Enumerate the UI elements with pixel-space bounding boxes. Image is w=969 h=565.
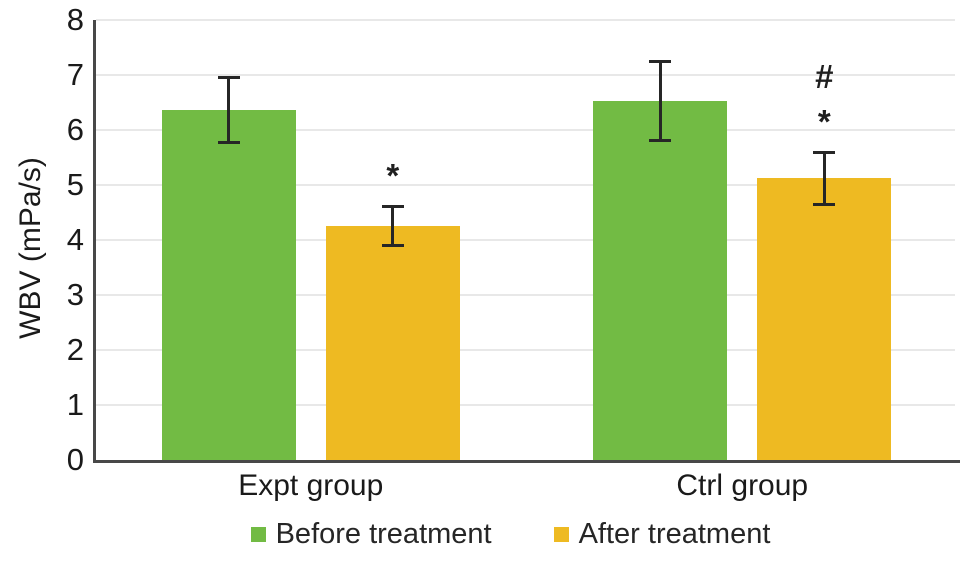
significance-asterisk: *: [817, 103, 831, 140]
y-tick-6: 6: [66, 112, 84, 147]
x-category-expt: Expt group: [238, 469, 384, 502]
legend-label-after: After treatment: [578, 518, 771, 550]
x-category-ctrl: Ctrl group: [676, 469, 809, 502]
bar-ctrl-before: [593, 100, 728, 460]
error-bar-0-1-cap-bottom: [381, 243, 404, 247]
y-tick-5: 5: [66, 167, 84, 202]
legend-item-before: Before treatment: [250, 518, 492, 551]
error-bar-1-0-cap-bottom: [649, 139, 672, 142]
significance-asterisk: *: [386, 156, 400, 194]
legend-item-after: After treatment: [553, 518, 771, 551]
error-bar-1-1-cap-bottom: [813, 202, 836, 206]
y-tick-8: 8: [66, 2, 84, 37]
gridline-8: [96, 19, 955, 21]
y-tick-4: 4: [66, 222, 84, 257]
gridline-2: [96, 349, 955, 351]
gridline-5: [96, 184, 955, 186]
legend-swatch-after: [553, 527, 569, 542]
gridline-7: [96, 74, 955, 76]
error-bar-0-0-stem: [227, 76, 231, 143]
error-bar-0-0-cap-top: [217, 75, 240, 79]
y-tick-3: 3: [66, 277, 84, 312]
bar-ctrl-after: [757, 178, 892, 460]
error-bar-1-0-stem: [658, 60, 662, 141]
y-tick-2: 2: [66, 332, 84, 367]
gridline-3: [96, 294, 955, 296]
y-tick-0: 0: [66, 442, 84, 477]
gridline-4: [96, 239, 955, 241]
error-bar-0-0-cap-bottom: [217, 140, 240, 144]
y-tick-1: 1: [66, 387, 84, 422]
legend-swatch-before: [250, 527, 266, 542]
x-axis-line: [93, 460, 960, 463]
legend-label-before: Before treatment: [275, 518, 492, 550]
error-bar-0-1-stem: [391, 205, 395, 246]
bar-expt-after: [325, 225, 460, 460]
y-axis-line: [93, 20, 96, 463]
error-bar-0-1-cap-top: [381, 204, 404, 208]
gridline-6: [96, 129, 955, 131]
legend: Before treatment After treatment: [26, 518, 969, 551]
significance-hash: #: [815, 58, 834, 95]
error-bar-1-1-cap-top: [813, 151, 836, 154]
error-bar-1-0-cap-top: [649, 59, 672, 63]
error-bar-1-1-stem: [822, 152, 826, 205]
bar-expt-before: [161, 109, 296, 460]
gridline-1: [96, 404, 955, 406]
y-tick-7: 7: [66, 57, 84, 92]
